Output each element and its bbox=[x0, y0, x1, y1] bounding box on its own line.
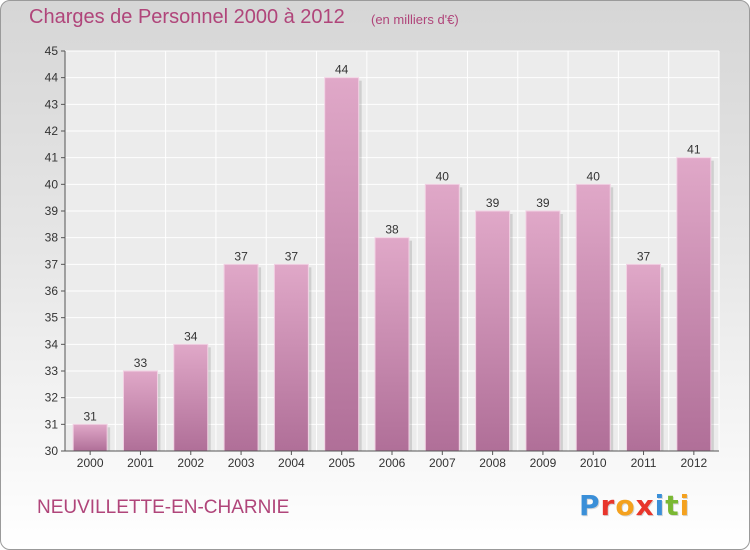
y-tick-label: 44 bbox=[45, 71, 59, 85]
y-tick-label: 40 bbox=[45, 177, 59, 191]
data-label: 37 bbox=[234, 249, 248, 263]
brand-letter: r bbox=[600, 489, 616, 522]
brand-letter: x bbox=[635, 489, 655, 522]
bar bbox=[223, 263, 259, 452]
brand-letter: o bbox=[615, 489, 636, 522]
x-tick-label: 2005 bbox=[328, 456, 355, 470]
data-label: 37 bbox=[637, 249, 651, 263]
bar bbox=[324, 77, 360, 452]
y-tick-label: 33 bbox=[45, 364, 59, 378]
bar bbox=[676, 157, 712, 452]
brand-logo: Proxiti bbox=[579, 489, 690, 522]
x-tick-label: 2007 bbox=[429, 456, 456, 470]
y-tick-label: 36 bbox=[45, 284, 59, 298]
data-label: 38 bbox=[385, 223, 399, 237]
x-tick-label: 2011 bbox=[631, 456, 657, 470]
y-tick-label: 35 bbox=[45, 311, 59, 325]
bar bbox=[525, 210, 561, 452]
x-tick-label: 2001 bbox=[127, 456, 154, 470]
y-tick-label: 42 bbox=[45, 124, 59, 138]
bar bbox=[424, 183, 460, 452]
brand-letter: t bbox=[665, 489, 680, 522]
data-label: 37 bbox=[285, 249, 299, 263]
chart-subtitle: (en milliers d'€) bbox=[371, 12, 459, 27]
bar bbox=[173, 343, 209, 452]
y-tick-label: 38 bbox=[45, 231, 59, 245]
x-tick-label: 2010 bbox=[580, 456, 607, 470]
data-label: 44 bbox=[335, 63, 349, 77]
bar bbox=[374, 237, 410, 452]
y-tick-label: 41 bbox=[45, 151, 59, 165]
x-tick-label: 2004 bbox=[278, 456, 305, 470]
bar bbox=[475, 210, 511, 452]
bar bbox=[575, 183, 611, 452]
x-tick-label: 2009 bbox=[530, 456, 557, 470]
data-label: 40 bbox=[436, 169, 450, 183]
y-tick-label: 31 bbox=[45, 417, 59, 431]
data-label: 33 bbox=[134, 356, 148, 370]
y-tick-label: 32 bbox=[45, 391, 59, 405]
data-label: 39 bbox=[486, 196, 500, 210]
bar bbox=[72, 423, 108, 452]
x-tick-label: 2006 bbox=[379, 456, 406, 470]
commune-name: NEUVILLETTE-EN-CHARNIE bbox=[37, 497, 290, 518]
data-label: 41 bbox=[687, 143, 701, 157]
y-tick-label: 43 bbox=[45, 97, 59, 111]
x-tick-label: 2002 bbox=[177, 456, 204, 470]
brand-letter: i bbox=[679, 489, 691, 522]
x-tick-label: 2003 bbox=[228, 456, 255, 470]
chart-title: Charges de Personnel 2000 à 2012 bbox=[29, 6, 345, 28]
y-tick-label: 37 bbox=[45, 257, 59, 271]
x-tick-label: 2008 bbox=[479, 456, 506, 470]
data-label: 40 bbox=[587, 169, 601, 183]
data-label: 39 bbox=[536, 196, 550, 210]
bar bbox=[626, 263, 662, 452]
x-tick-label: 2012 bbox=[680, 456, 707, 470]
brand-letter: i bbox=[654, 489, 666, 522]
y-tick-label: 45 bbox=[45, 44, 59, 58]
y-tick-label: 34 bbox=[45, 337, 59, 351]
x-tick-label: 2000 bbox=[77, 456, 104, 470]
bar bbox=[273, 263, 309, 452]
y-tick-label: 30 bbox=[45, 444, 59, 458]
brand-letter: P bbox=[579, 489, 601, 522]
bar bbox=[122, 370, 158, 452]
y-tick-label: 39 bbox=[45, 204, 59, 218]
data-label: 34 bbox=[184, 329, 198, 343]
data-label: 31 bbox=[83, 409, 97, 423]
